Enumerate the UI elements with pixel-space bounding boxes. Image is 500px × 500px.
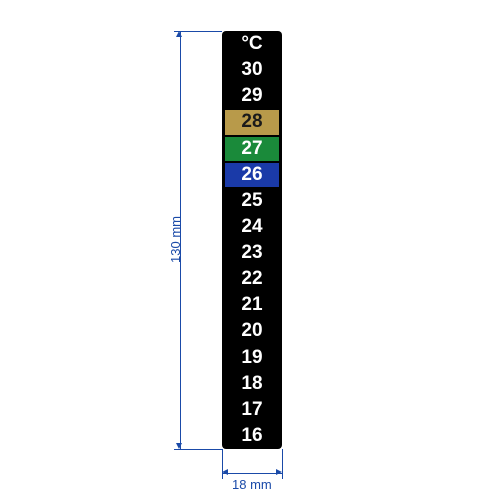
temp-cell: 17 xyxy=(222,397,282,423)
unit-cell: °C xyxy=(222,31,282,57)
cell-label: °C xyxy=(241,33,262,55)
diagram-stage: °C 30 29 28 27 26 25 24 23 22 21 20 19 18 17 16 130 mm 1… xyxy=(0,0,500,500)
cell-label: 28 xyxy=(241,111,262,133)
cell-label: 18 xyxy=(241,373,262,395)
cell-label: 29 xyxy=(241,85,262,107)
dim-line xyxy=(222,473,282,474)
dim-arrow xyxy=(176,443,182,449)
dim-label: 18 mm xyxy=(232,477,272,492)
cell-label: 20 xyxy=(241,320,262,342)
temp-cell: 25 xyxy=(222,188,282,214)
cell-label: 22 xyxy=(241,268,262,290)
temp-cell: 20 xyxy=(222,318,282,344)
temp-cell: 18 xyxy=(222,371,282,397)
temp-cell: 28 xyxy=(222,109,282,135)
dim-label: 130 mm xyxy=(168,216,183,263)
thermometer-strip: °C 30 29 28 27 26 25 24 23 22 21 20 19 18 17 16 xyxy=(222,31,282,449)
cell-label: 30 xyxy=(241,59,262,81)
cell-label: 21 xyxy=(241,294,262,316)
cell-label: 27 xyxy=(241,138,262,160)
temp-cell: 24 xyxy=(222,214,282,240)
cell-label: 26 xyxy=(241,164,262,186)
temp-cell: 30 xyxy=(222,57,282,83)
temp-cell: 27 xyxy=(222,136,282,162)
temp-cell: 16 xyxy=(222,423,282,449)
temp-cell: 29 xyxy=(222,83,282,109)
temp-cell: 26 xyxy=(222,162,282,188)
dim-arrow xyxy=(276,469,282,475)
temp-cell: 19 xyxy=(222,345,282,371)
cell-label: 16 xyxy=(241,425,262,447)
cell-label: 25 xyxy=(241,190,262,212)
temp-cell: 23 xyxy=(222,240,282,266)
dim-arrow xyxy=(176,31,182,37)
cell-label: 17 xyxy=(241,399,262,421)
temp-cell: 21 xyxy=(222,292,282,318)
dim-arrow xyxy=(222,469,228,475)
cell-label: 23 xyxy=(241,242,262,264)
cell-label: 19 xyxy=(241,347,262,369)
temp-cell: 22 xyxy=(222,266,282,292)
cell-label: 24 xyxy=(241,216,262,238)
